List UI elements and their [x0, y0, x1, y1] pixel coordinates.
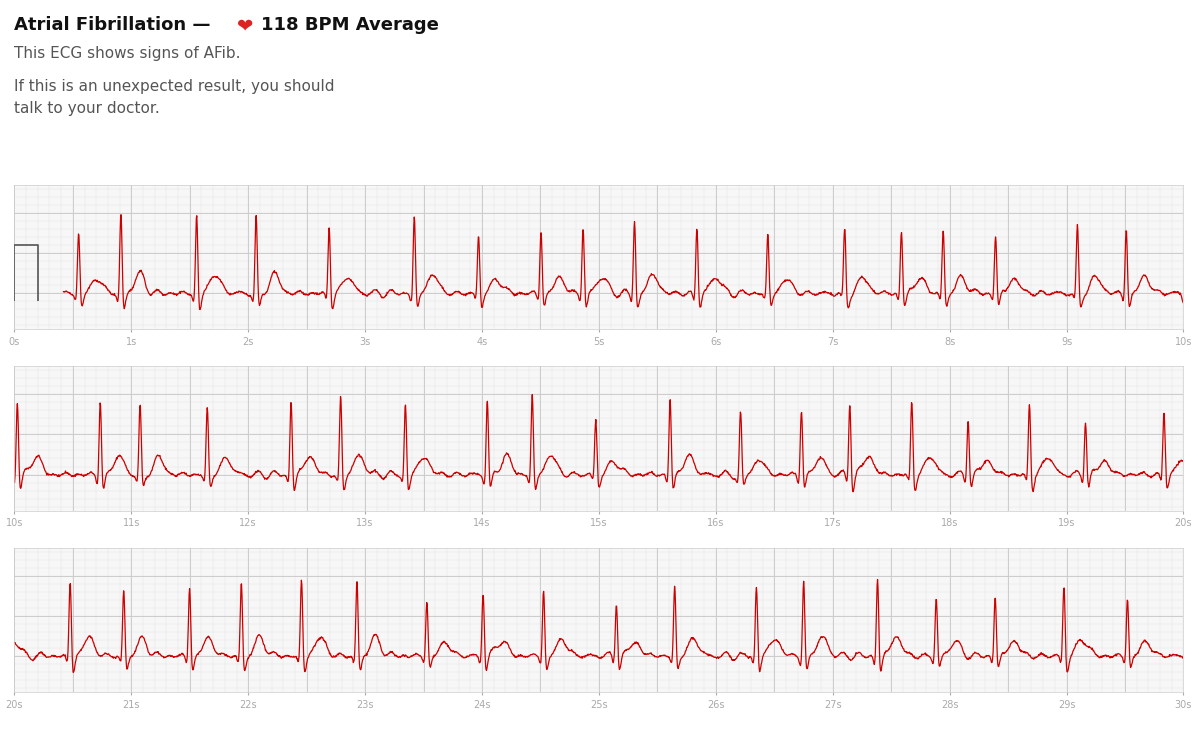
Text: If this is an unexpected result, you should
talk to your doctor.: If this is an unexpected result, you sho… [14, 79, 335, 116]
Text: This ECG shows signs of AFib.: This ECG shows signs of AFib. [14, 46, 241, 61]
Text: ❤: ❤ [237, 16, 254, 36]
Text: Atrial Fibrillation —: Atrial Fibrillation — [14, 16, 211, 34]
Text: 118 BPM Average: 118 BPM Average [261, 16, 439, 34]
